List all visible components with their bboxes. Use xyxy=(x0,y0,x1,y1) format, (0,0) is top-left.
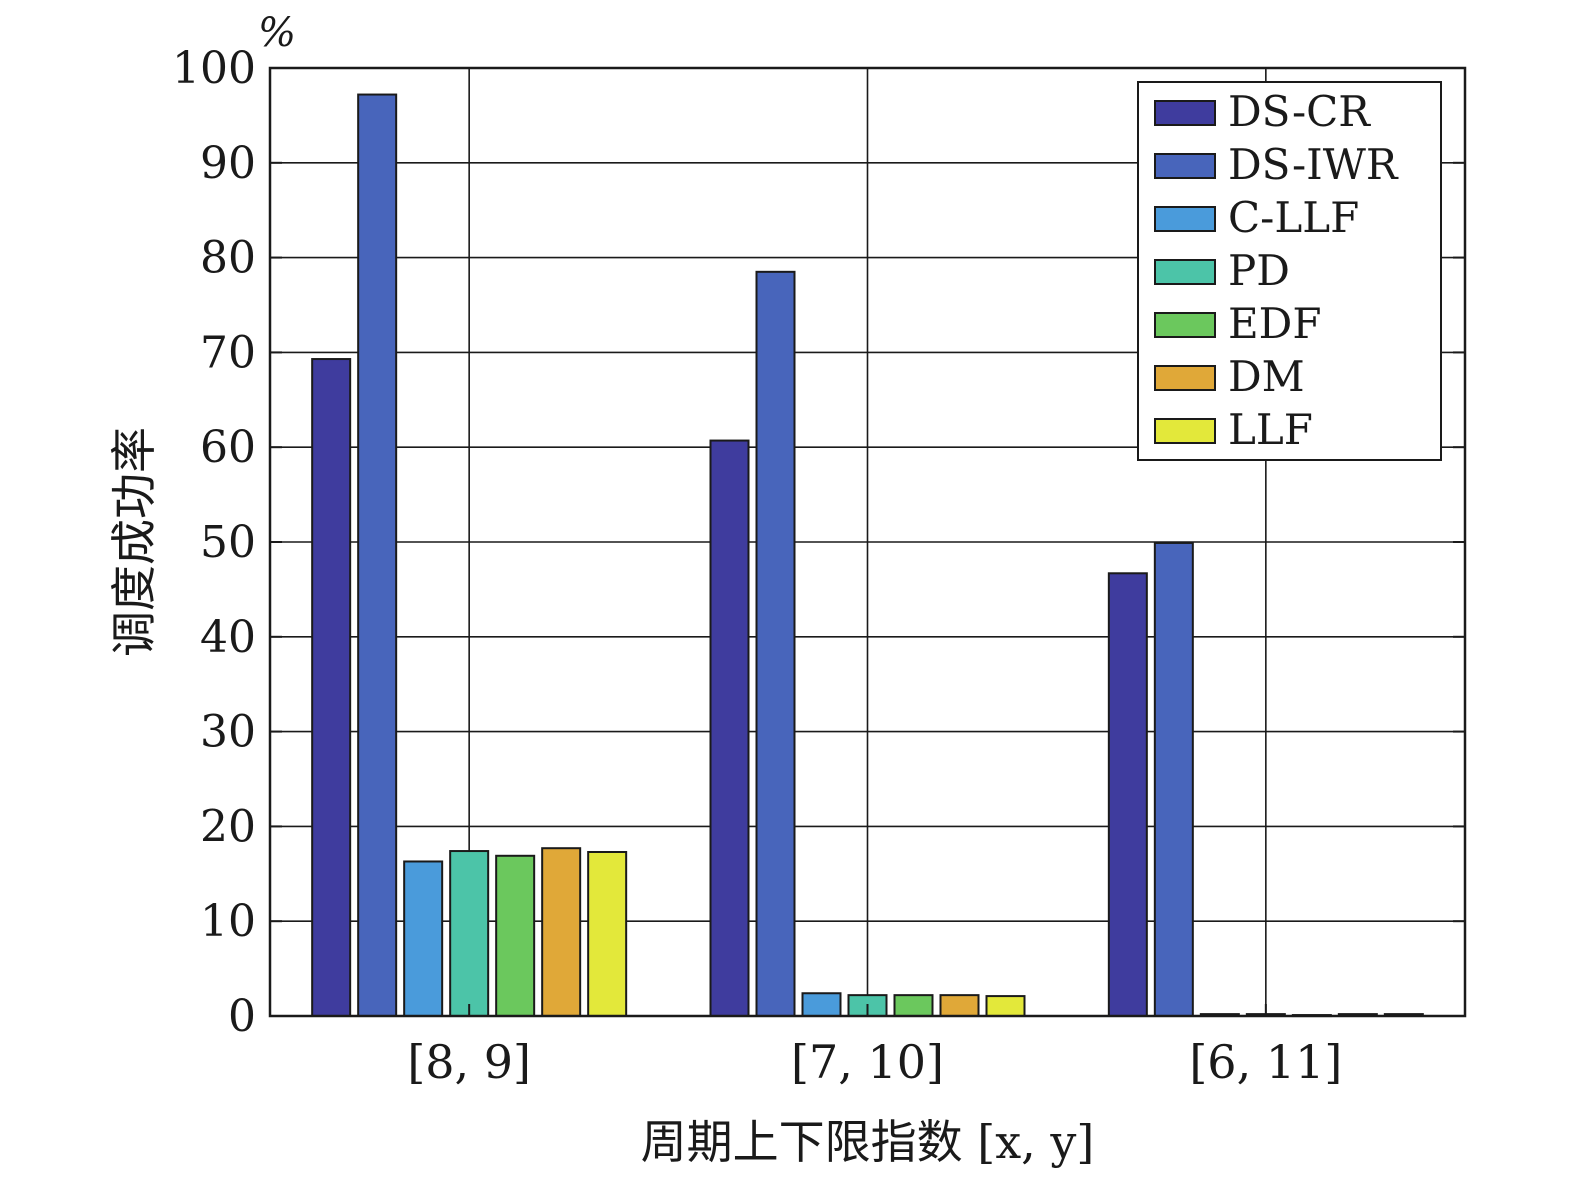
y-tick-label: 80 xyxy=(200,233,256,284)
bar-dm xyxy=(939,994,980,1017)
bar-dm xyxy=(541,847,582,1017)
x-tick-label: [6, 11] xyxy=(1189,1035,1342,1089)
bar-edf xyxy=(893,994,934,1017)
bar-c-llf xyxy=(801,992,842,1017)
y-unit-label: % xyxy=(258,10,296,56)
legend-swatch-edf xyxy=(1154,312,1216,338)
legend-label-ds-cr: DS-CR xyxy=(1228,87,1371,136)
x-ticks: [8, 9] [7, 10] [6, 11] xyxy=(407,1004,1342,1089)
bar-pd xyxy=(449,850,490,1017)
bar-c-llf xyxy=(403,860,444,1018)
x-tick-label: [8, 9] xyxy=(407,1035,531,1089)
y-ticks: 0 10 20 30 40 50 60 70 80 90 100 xyxy=(172,43,1465,1042)
y-tick-label: 0 xyxy=(228,991,256,1042)
y-tick-label: 90 xyxy=(200,138,256,189)
y-tick-label: 30 xyxy=(200,707,256,758)
legend-swatch-pd xyxy=(1154,259,1216,285)
bar-ds-cr xyxy=(311,358,352,1017)
bar-ds-iwr xyxy=(755,270,796,1017)
bar-edf xyxy=(495,854,536,1018)
legend-swatch-llf xyxy=(1154,418,1216,444)
bar-ds-iwr xyxy=(1153,541,1194,1017)
legend-label-edf: EDF xyxy=(1228,299,1321,348)
bar-ds-iwr xyxy=(357,93,398,1017)
bar-llf xyxy=(985,995,1026,1017)
legend-swatch-dm xyxy=(1154,365,1216,391)
y-tick-label: 40 xyxy=(200,612,256,663)
bar-ds-cr xyxy=(709,439,750,1017)
y-tick-label: 100 xyxy=(172,43,256,94)
y-axis-title: 调度成功率 xyxy=(107,427,161,657)
x-axis-title: 周期上下限指数 [x, y] xyxy=(641,1115,1095,1169)
legend-label-llf: LLF xyxy=(1228,405,1313,454)
legend-label-c-llf: C-LLF xyxy=(1228,193,1359,242)
y-tick-label: 10 xyxy=(200,896,256,947)
legend-swatch-ds-iwr xyxy=(1154,153,1216,179)
legend-swatch-ds-cr xyxy=(1154,100,1216,126)
legend-label-ds-iwr: DS-IWR xyxy=(1228,140,1399,189)
bar-llf xyxy=(587,850,628,1017)
bar-ds-cr xyxy=(1107,572,1148,1017)
legend-swatch-c-llf xyxy=(1154,206,1216,232)
y-tick-label: 60 xyxy=(200,422,256,473)
x-tick-label: [7, 10] xyxy=(791,1035,944,1089)
y-tick-label: 70 xyxy=(200,327,256,378)
legend-label-dm: DM xyxy=(1228,352,1305,401)
y-tick-label: 50 xyxy=(200,517,256,568)
legend-label-pd: PD xyxy=(1228,246,1290,295)
y-tick-label: 20 xyxy=(200,801,256,852)
